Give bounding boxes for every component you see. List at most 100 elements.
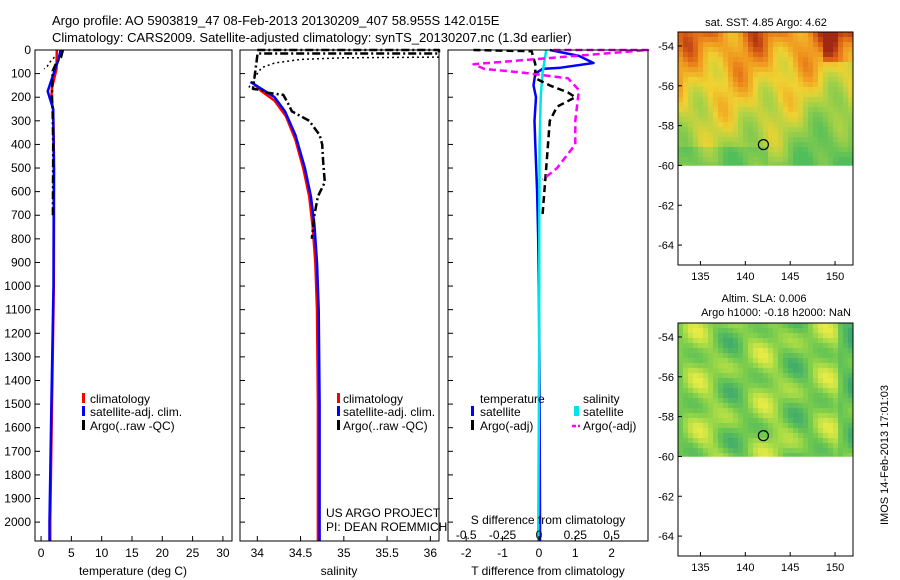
heatmap-cell — [793, 383, 799, 389]
heatmap-cell — [833, 423, 839, 429]
heatmap-cell — [848, 72, 854, 78]
heatmap-cell — [768, 82, 774, 88]
heatmap-cell — [698, 403, 704, 409]
heatmap-cell — [733, 323, 739, 329]
heatmap-cell — [838, 363, 844, 369]
heatmap-cell — [848, 438, 854, 444]
heatmap-cell — [798, 97, 804, 103]
heatmap-cell — [698, 32, 704, 38]
heatmap-cell — [733, 67, 739, 73]
heatmap-cell — [823, 403, 829, 409]
heatmap-cell — [798, 57, 804, 63]
heatmap-cell — [738, 348, 744, 354]
heatmap-cell — [693, 82, 699, 88]
heatmap-cell — [773, 107, 779, 113]
heatmap-cell — [843, 152, 849, 158]
heatmap-cell — [683, 358, 689, 364]
heatmap-cell — [773, 443, 779, 449]
heatmap-cell — [733, 47, 739, 53]
heatmap-cell — [708, 37, 714, 43]
heatmap-cell — [728, 353, 734, 359]
heatmap-cell — [688, 433, 694, 439]
heatmap-cell — [748, 348, 754, 354]
heatmap-cell — [808, 323, 814, 329]
heatmap-cell — [823, 343, 829, 349]
heatmap-cell — [698, 142, 704, 148]
heatmap-cell — [828, 343, 834, 349]
heatmap-cell — [788, 378, 794, 384]
heatmap-cell — [823, 378, 829, 384]
heatmap-cell — [798, 32, 804, 38]
heatmap-cell — [798, 42, 804, 48]
temperature-series — [43, 49, 65, 541]
heatmap-cell — [828, 107, 834, 113]
heatmap-cell — [778, 137, 784, 143]
heatmap-cell — [733, 338, 739, 344]
heatmap-cell — [688, 112, 694, 118]
heatmap-cell — [758, 47, 764, 53]
heatmap-cell — [683, 423, 689, 429]
heatmap-cell — [728, 127, 734, 133]
heatmap-cell — [733, 57, 739, 63]
heatmap-cell — [768, 137, 774, 143]
heatmap-cell — [763, 57, 769, 63]
heatmap-cell — [738, 423, 744, 429]
heatmap-cell — [803, 117, 809, 123]
heatmap-cell — [738, 67, 744, 73]
heatmap-cell — [788, 358, 794, 364]
heatmap-cell — [728, 87, 734, 93]
heatmap-cell — [758, 132, 764, 138]
heatmap-cell — [768, 72, 774, 78]
heatmap-cell — [808, 57, 814, 63]
heatmap-cell — [688, 47, 694, 53]
sla-map-panel: Altim. SLA: 0.006 Argo h1000: -0.18 h200… — [658, 293, 854, 574]
x-tick-label: 15 — [125, 546, 139, 560]
heatmap-cell — [678, 157, 684, 163]
heatmap-cell — [733, 92, 739, 98]
heatmap-cell — [808, 353, 814, 359]
heatmap-cell — [793, 162, 799, 166]
heatmap-cell — [748, 328, 754, 334]
heatmap-cell — [768, 87, 774, 93]
heatmap-cell — [773, 42, 779, 48]
heatmap-cell — [783, 373, 789, 379]
heatmap-cell — [758, 97, 764, 103]
heatmap-cell — [833, 52, 839, 58]
heatmap-cell — [803, 67, 809, 73]
heatmap-cell — [783, 102, 789, 108]
heatmap-cell — [753, 353, 759, 359]
heatmap-cell — [723, 378, 729, 384]
heatmap-cell — [793, 433, 799, 439]
heatmap-cell — [813, 102, 819, 108]
heatmap-cell — [718, 57, 724, 63]
heatmap-cell — [733, 398, 739, 404]
heatmap-cell — [828, 112, 834, 118]
y-tick-label: 200 — [11, 90, 31, 104]
heatmap-cell — [838, 383, 844, 389]
heatmap-cell — [813, 343, 819, 349]
heatmap-cell — [758, 358, 764, 364]
heatmap-cell — [813, 368, 819, 374]
heatmap-cell — [683, 97, 689, 103]
heatmap-cell — [708, 388, 714, 394]
heatmap-cell — [813, 448, 819, 454]
heatmap-cell — [808, 77, 814, 83]
heatmap-cell — [728, 433, 734, 439]
heatmap-cell — [683, 363, 689, 369]
heatmap-cell — [723, 122, 729, 128]
series-line-3 — [248, 56, 440, 89]
heatmap-cell — [758, 333, 764, 339]
heatmap-cell — [763, 408, 769, 414]
heatmap-cell — [838, 97, 844, 103]
heatmap-cell — [758, 378, 764, 384]
heatmap-cell — [753, 112, 759, 118]
heatmap-cell — [848, 57, 854, 63]
heatmap-cell — [733, 37, 739, 43]
heatmap-cell — [823, 348, 829, 354]
heatmap-cell — [818, 418, 824, 424]
heatmap-cell — [683, 408, 689, 414]
heatmap-cell — [828, 157, 834, 163]
heatmap-cell — [773, 87, 779, 93]
heatmap-cell — [798, 378, 804, 384]
heatmap-cell — [758, 418, 764, 424]
